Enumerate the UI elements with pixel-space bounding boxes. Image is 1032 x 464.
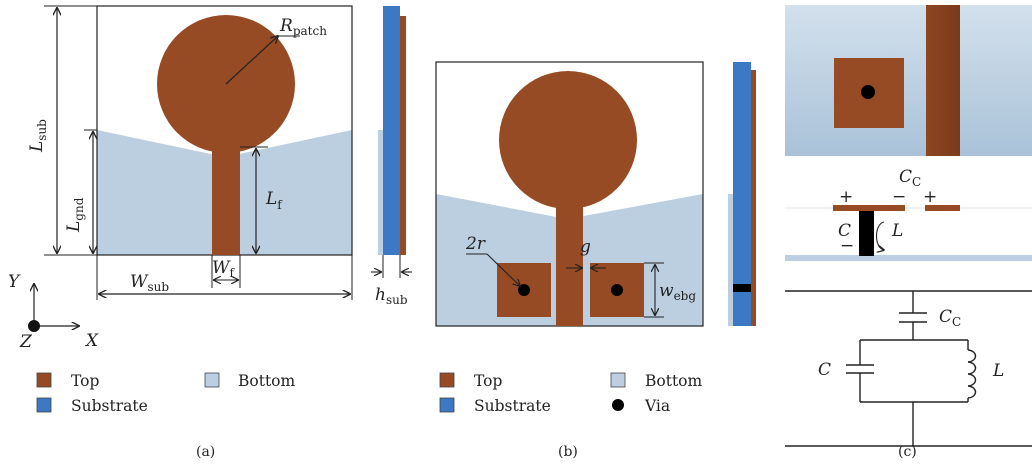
x-axis-label: X bbox=[84, 331, 99, 351]
side-top-b bbox=[751, 70, 756, 326]
legend-substrate-a: Substrate bbox=[71, 397, 148, 415]
legend-swatch-bottom-a bbox=[204, 372, 220, 388]
wf-label: Wf bbox=[212, 258, 235, 280]
legend-swatch-via-b bbox=[612, 399, 624, 411]
z-axis-label: Z bbox=[19, 332, 33, 352]
legend-swatch-top-a bbox=[36, 372, 52, 388]
webg-label: webg bbox=[659, 281, 696, 303]
rpatch-dim-line bbox=[225, 36, 278, 85]
z-axis-dot bbox=[28, 320, 40, 332]
two-r-label: 2r bbox=[465, 234, 486, 254]
zoom-via bbox=[861, 85, 875, 99]
legend-swatch-substrate-b bbox=[439, 397, 455, 413]
cross-section-via bbox=[859, 211, 874, 256]
side-substrate-b bbox=[733, 62, 751, 326]
inductor-coil bbox=[967, 349, 977, 399]
c-label-cross: C bbox=[838, 221, 851, 241]
two-r-leader bbox=[486, 253, 520, 286]
minus-sign-2: − bbox=[840, 236, 854, 256]
cross-section-ground bbox=[785, 255, 1032, 261]
legend-top-a: Top bbox=[71, 372, 99, 390]
caption-a: (a) bbox=[196, 444, 215, 460]
legend-swatch-bottom-b bbox=[610, 372, 626, 388]
lf-label: Lf bbox=[265, 189, 283, 212]
legend-bottom-a: Bottom bbox=[238, 372, 296, 390]
legend-swatch-substrate-a bbox=[36, 397, 52, 413]
panel-c: CC + − + − C L CC C L (c) bbox=[785, 5, 1032, 460]
side-via-b bbox=[733, 284, 751, 292]
zoom-top-view bbox=[785, 5, 1032, 156]
feed-line-a bbox=[212, 145, 240, 255]
cc-label-circuit: CC bbox=[939, 307, 961, 329]
l-label-cross: L bbox=[891, 221, 903, 241]
c-label-circuit: C bbox=[818, 360, 831, 380]
plus-sign-1: + bbox=[839, 187, 853, 207]
legend-substrate-b: Substrate bbox=[474, 397, 551, 415]
legend-top-b: Top bbox=[474, 372, 502, 390]
hsub-label: hsub bbox=[375, 285, 408, 307]
rpatch-label: Rpatch bbox=[279, 16, 327, 38]
feed-line-b bbox=[556, 200, 583, 326]
cc-label-cross: CC bbox=[899, 167, 921, 189]
side-top-a bbox=[400, 16, 406, 255]
caption-c: (c) bbox=[898, 444, 917, 460]
cross-section-feed-top bbox=[925, 205, 960, 211]
legend-swatch-top-b bbox=[439, 372, 455, 388]
lgnd-label: Lgnd bbox=[64, 197, 86, 233]
legend-via-b: Via bbox=[644, 397, 670, 415]
l-label-circuit: L bbox=[992, 361, 1004, 381]
gap-label: g bbox=[580, 237, 591, 257]
lsub-label: Lsub bbox=[27, 119, 49, 153]
wsub-label: Wsub bbox=[130, 272, 169, 294]
side-bottom-b bbox=[728, 194, 734, 326]
side-bottom-a bbox=[378, 130, 384, 255]
radiating-patch-b bbox=[499, 71, 637, 209]
legend-bottom-b: Bottom bbox=[645, 372, 703, 390]
panel-a: Lsub Lgnd Lf Rpatch Wsub Wf hsub bbox=[8, 5, 412, 460]
cross-section-ebg-top bbox=[833, 205, 905, 211]
current-loop-arrow bbox=[875, 221, 885, 250]
caption-b: (b) bbox=[558, 444, 578, 460]
zoom-feed-strip bbox=[926, 5, 960, 156]
cross-section-substrate bbox=[785, 208, 1032, 260]
via-right bbox=[611, 284, 623, 296]
panel-b: 2r g webg Top Bottom Substrate Via (b) bbox=[435, 61, 756, 460]
minus-sign-1: − bbox=[892, 187, 906, 207]
plus-sign-2: + bbox=[923, 187, 937, 207]
side-substrate-a bbox=[383, 6, 400, 255]
y-axis-label: Y bbox=[8, 272, 21, 292]
